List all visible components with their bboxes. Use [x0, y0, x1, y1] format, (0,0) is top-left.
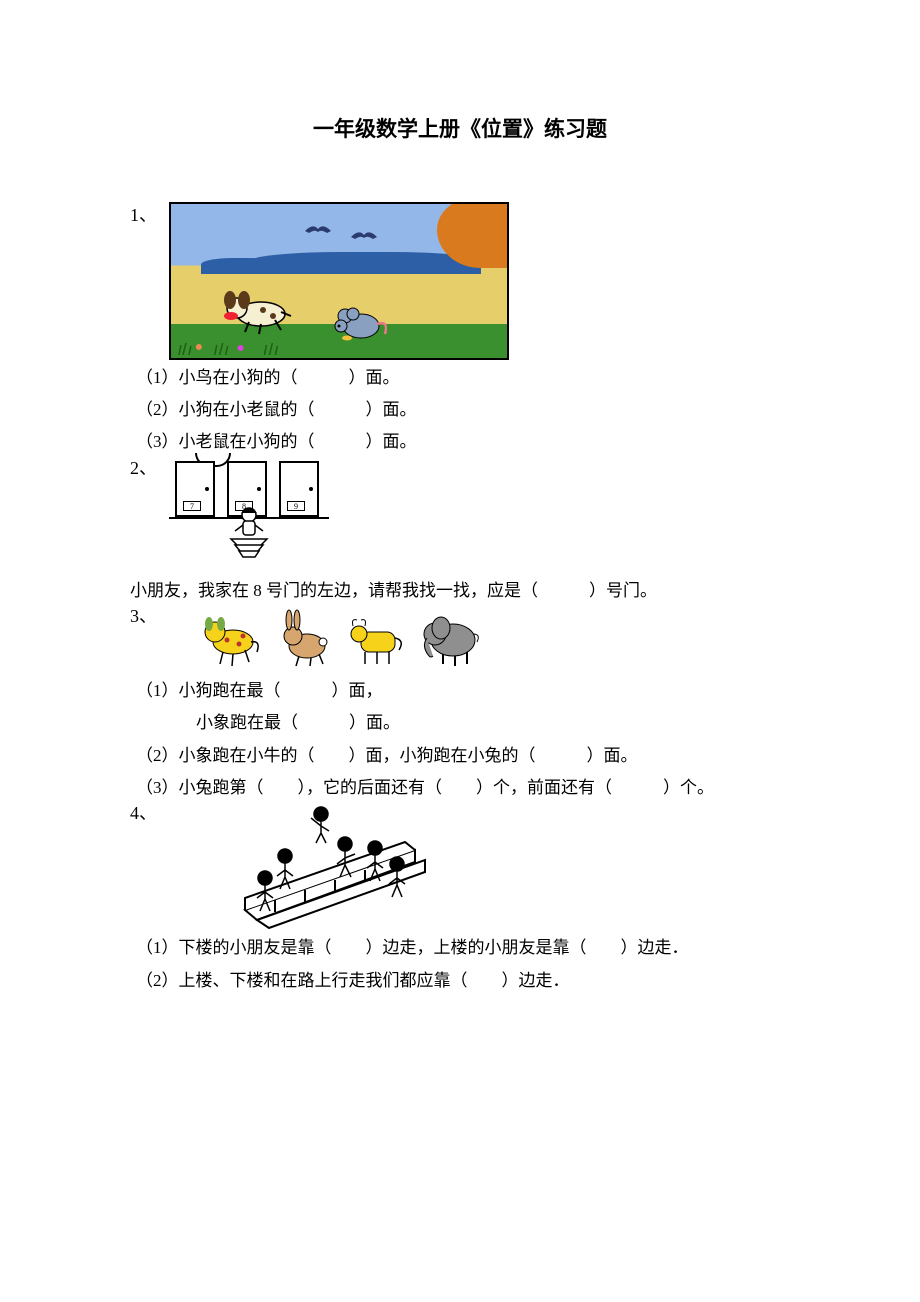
q3-line-1b: 小象跑在最（ ）面。: [196, 707, 790, 739]
q4-illustration: [225, 800, 435, 930]
dog-icon: [197, 608, 263, 668]
page-title: 一年级数学上册《位置》练习题: [130, 110, 790, 150]
question-3: 3、 （1）小狗跑在最（ ）面， 小象跑在最（ ）面。 （2）小象跑在小牛的: [130, 603, 790, 804]
q4-line-2: （2）上楼、下楼和在路上行走我们都应靠（ ）边走．: [136, 965, 790, 997]
q2-illustration: 7 8 9: [169, 455, 329, 575]
question-1: 1、: [130, 202, 790, 459]
q4-number: 4、: [130, 800, 157, 827]
q1-number: 1、: [130, 202, 157, 229]
question-2: 2、 7 8 9 小朋友，我家在 8 号门的左边: [130, 455, 790, 607]
q2-number: 2、: [130, 455, 157, 482]
q3-line-1a: （1）小狗跑在最（ ）面，: [136, 675, 790, 707]
q3-illustration: [197, 603, 487, 673]
elephant-icon: [419, 608, 485, 668]
bird-icon: [349, 224, 379, 238]
q1-line-2: （2）小狗在小老鼠的（ ）面。: [136, 394, 790, 426]
door-number: 9: [287, 501, 305, 511]
q4-line-1: （1）下楼的小朋友是靠（ ）边走，上楼的小朋友是靠（ ）边走．: [136, 932, 790, 964]
q1-illustration: [169, 202, 509, 360]
dog-icon: [217, 290, 297, 336]
rabbit-icon: [271, 608, 337, 668]
cow-icon: [345, 608, 411, 668]
door-number: 7: [183, 501, 201, 511]
q3-number: 3、: [130, 603, 157, 630]
q1-line-1: （1）小鸟在小狗的（ ）面。: [136, 362, 790, 394]
bird-icon: [303, 218, 333, 232]
question-4: 4、: [130, 800, 790, 997]
child-icon: [227, 505, 271, 561]
q3-line-2: （2）小象跑在小牛的（ ）面，小狗跑在小兔的（ ）面。: [136, 740, 790, 772]
